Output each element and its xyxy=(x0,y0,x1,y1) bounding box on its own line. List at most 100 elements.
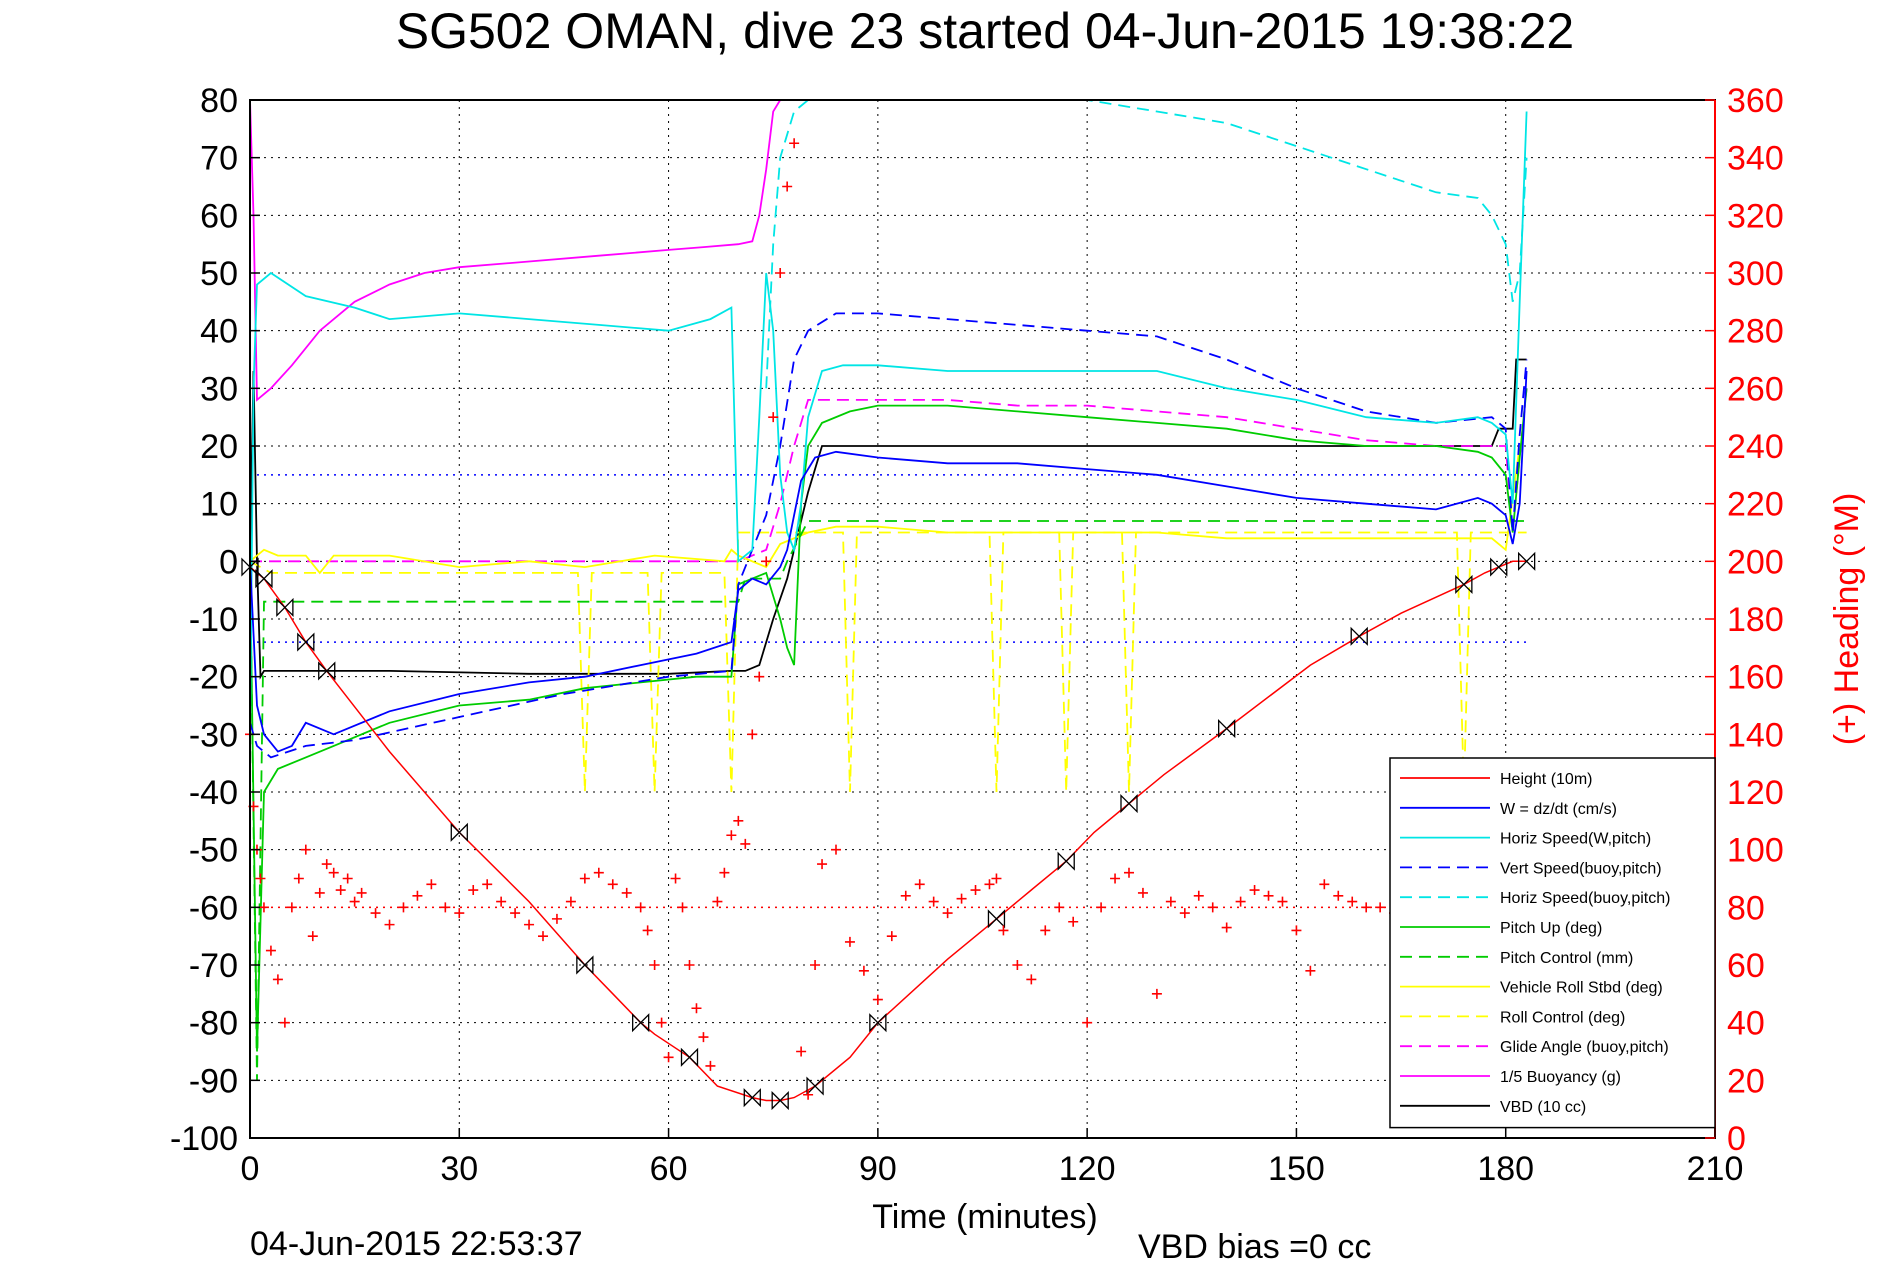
y-tick-label: 50 xyxy=(200,255,238,293)
right-tick-label: 360 xyxy=(1727,82,1784,120)
heading-point xyxy=(384,919,395,930)
heading-point xyxy=(279,1017,290,1028)
legend-label: Vert Speed(buoy,pitch) xyxy=(1500,860,1662,877)
heading-point xyxy=(454,908,465,919)
x-tick-label: 210 xyxy=(1687,1150,1744,1188)
heading-point xyxy=(255,873,266,884)
height-marker xyxy=(771,1090,789,1111)
right-tick-label: 180 xyxy=(1727,601,1784,639)
heading-point xyxy=(789,138,800,149)
heading-point xyxy=(335,885,346,896)
legend-label: VBD (10 cc) xyxy=(1500,1099,1586,1116)
legend-label: Horiz Speed(buoy,pitch) xyxy=(1500,890,1670,907)
y-tick-label: -100 xyxy=(170,1120,238,1158)
heading-point xyxy=(803,1089,814,1100)
heading-point xyxy=(677,902,688,913)
series-line-vert-speed-buoy-pitch xyxy=(249,312,1528,759)
series-line-pitch-control-mm xyxy=(249,520,1527,1081)
y-tick-label: -30 xyxy=(189,716,238,754)
y-tick-label: 20 xyxy=(200,428,238,466)
right-tick-label: 120 xyxy=(1727,774,1784,812)
heading-point xyxy=(1165,896,1176,907)
heading-point xyxy=(342,873,353,884)
heading-point xyxy=(796,1046,807,1057)
heading-point xyxy=(349,896,360,907)
footer-date: 04-Jun-2015 22:53:37 xyxy=(250,1225,583,1262)
heading-point xyxy=(1305,965,1316,976)
series-line-vbd-10-cc xyxy=(249,358,1527,680)
height-marker xyxy=(318,661,336,681)
heading-point xyxy=(321,859,332,870)
right-tick-label: 160 xyxy=(1727,659,1784,697)
heading-point xyxy=(565,896,576,907)
heading-point xyxy=(1319,879,1330,890)
x-tick-label: 120 xyxy=(1059,1150,1116,1188)
height-marker xyxy=(869,1013,887,1033)
heading-point xyxy=(1207,902,1218,913)
heading-point xyxy=(1235,896,1246,907)
height-marker xyxy=(806,1076,824,1096)
heading-point xyxy=(1137,887,1148,898)
y-tick-label: -40 xyxy=(189,774,238,812)
heading-point xyxy=(1333,890,1344,901)
heading-point xyxy=(754,671,765,682)
height-marker xyxy=(576,955,594,975)
series-line-vehicle-roll-stbd-deg xyxy=(249,445,1521,575)
x-tick-label: 180 xyxy=(1477,1150,1534,1188)
right-tick-label: 200 xyxy=(1727,543,1784,581)
right-tick-label: 220 xyxy=(1727,486,1784,524)
heading-point xyxy=(872,994,883,1005)
right-tick-label: 320 xyxy=(1727,197,1784,235)
heading-point xyxy=(1375,902,1386,913)
heading-point xyxy=(810,960,821,970)
heading-point xyxy=(1179,908,1190,919)
x-tick-label: 150 xyxy=(1268,1150,1325,1188)
heading-point xyxy=(761,556,772,567)
heading-point xyxy=(300,844,311,855)
heading-point xyxy=(440,902,451,913)
heading-point xyxy=(538,931,548,942)
heading-point xyxy=(775,268,786,278)
heading-point xyxy=(1068,916,1079,927)
heading-point xyxy=(356,887,367,898)
y-tick-label: -90 xyxy=(189,1062,238,1100)
heading-point xyxy=(817,859,828,870)
heading-point xyxy=(635,902,646,913)
legend-label: Pitch Control (mm) xyxy=(1500,950,1633,967)
series-line-1-5-buoyancy-g xyxy=(249,99,781,402)
heading-point xyxy=(726,830,737,841)
y-tick-label: 0 xyxy=(219,543,238,581)
heading-point xyxy=(1151,988,1162,999)
series-layer xyxy=(241,99,1536,1111)
heading-point xyxy=(663,1052,674,1063)
heading-point xyxy=(691,1003,702,1014)
height-marker xyxy=(297,632,315,652)
heading-point xyxy=(712,896,723,907)
heading-point xyxy=(272,974,283,985)
heading-point xyxy=(998,925,1009,936)
heading-point xyxy=(314,887,325,898)
vbd-bias-label: VBD bias =0 cc xyxy=(1138,1228,1371,1262)
height-marker xyxy=(987,909,1006,929)
heading-point xyxy=(719,867,730,878)
heading-point xyxy=(1347,896,1358,907)
y-tick-label: -50 xyxy=(189,832,238,870)
right-tick-label: 80 xyxy=(1727,889,1765,927)
heading-point xyxy=(496,896,507,907)
right-tick-label: 340 xyxy=(1727,140,1784,178)
series-line-roll-control-deg xyxy=(249,531,1527,793)
heading-point xyxy=(293,873,304,884)
heading-point xyxy=(468,885,479,896)
height-marker xyxy=(680,1047,699,1067)
heading-point xyxy=(858,965,869,976)
heading-point xyxy=(1291,925,1302,936)
x-axis-label: Time (minutes) xyxy=(872,1198,1097,1236)
heading-point xyxy=(1026,974,1037,985)
series-line-horiz-speed-w-pitch xyxy=(249,111,1528,735)
heading-point xyxy=(984,879,995,890)
heading-point xyxy=(412,890,423,901)
y-tick-label: -80 xyxy=(189,1005,238,1043)
right-tick-label: 40 xyxy=(1727,1005,1765,1043)
heading-point xyxy=(740,838,751,849)
y-tick-label: -10 xyxy=(189,601,238,639)
